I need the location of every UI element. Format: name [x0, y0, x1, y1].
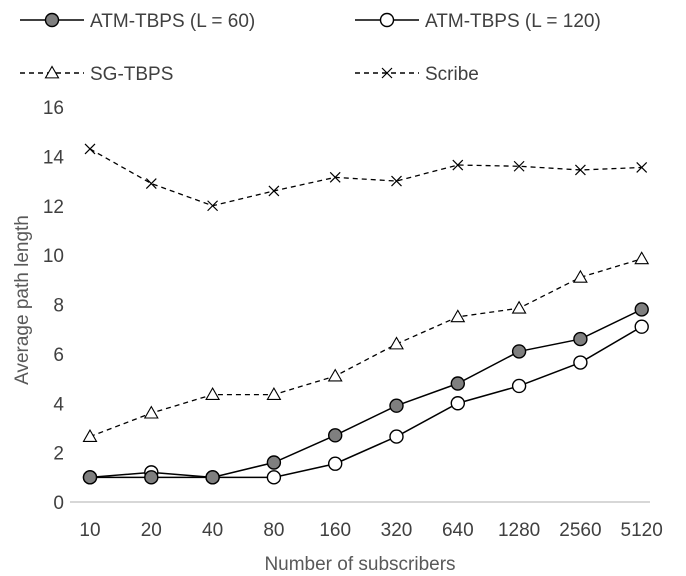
data-point-triangle	[205, 387, 221, 401]
data-point-cross	[381, 67, 393, 79]
x-tick-label: 20	[141, 520, 162, 541]
legend: ATM-TBPS (L = 60) ATM-TBPS (L = 120) SG-TB…	[20, 11, 601, 85]
data-point-cross	[329, 171, 341, 183]
data-point-filled-circle	[266, 455, 282, 470]
data-point-cross	[574, 164, 586, 176]
data-point-filled-circle	[205, 470, 220, 485]
x-axis: 10 20 40 80 160 320 640 1280 2560 5120	[70, 501, 663, 541]
data-point-cross	[207, 200, 219, 212]
x-tick-label: 10	[79, 520, 100, 541]
y-tick-label: 4	[53, 394, 64, 415]
data-point-open-circle	[634, 319, 649, 334]
legend-item: SG-TBPS	[20, 64, 173, 85]
data-point-open-circle	[389, 429, 404, 444]
y-tick-label: 6	[53, 345, 64, 366]
plot-area	[82, 143, 650, 485]
series-atm-tbps-l-60	[82, 302, 649, 485]
legend-item: ATM-TBPS (L = 120)	[355, 11, 601, 32]
data-point-triangle	[634, 251, 650, 265]
data-point-open-circle	[573, 355, 588, 370]
data-point-open-circle	[450, 396, 465, 411]
data-point-filled-circle	[389, 398, 404, 413]
data-point-filled-circle	[44, 12, 60, 28]
data-point-filled-circle	[144, 470, 159, 485]
data-point-cross	[84, 143, 96, 155]
series-atm-tbps-l-120	[82, 319, 649, 485]
y-tick-label: 0	[53, 493, 64, 514]
x-tick-label: 40	[202, 520, 223, 541]
data-point-triangle	[143, 405, 159, 419]
y-tick-label: 8	[53, 296, 64, 317]
x-tick-label: 160	[319, 520, 351, 541]
y-tick-label: 2	[53, 444, 64, 465]
data-point-open-circle	[266, 470, 282, 485]
series-line	[90, 308, 643, 479]
y-tick-label: 12	[43, 197, 64, 218]
legend-label: SG-TBPS	[90, 64, 173, 85]
data-point-cross	[513, 160, 525, 172]
x-tick-label: 5120	[621, 520, 663, 541]
data-point-open-circle	[328, 456, 343, 471]
x-tick-label: 80	[263, 520, 284, 541]
y-axis: 0 2 4 6 8 10 12 14 16	[43, 98, 65, 514]
data-point-filled-circle	[634, 302, 649, 317]
series-line	[89, 148, 642, 207]
legend-item: Scribe	[355, 64, 479, 85]
x-tick-label: 640	[442, 520, 474, 541]
y-tick-label: 16	[43, 98, 64, 119]
y-tick-label: 14	[43, 147, 65, 168]
series-scribe	[84, 143, 648, 212]
data-point-filled-circle	[573, 331, 588, 347]
data-point-cross	[145, 178, 157, 189]
data-point-open-circle	[511, 378, 527, 394]
x-tick-label: 1280	[498, 520, 540, 541]
data-point-cross	[391, 175, 402, 187]
data-point-cross	[636, 162, 648, 173]
data-point-triangle	[82, 428, 98, 443]
series-sg-tbps	[82, 251, 650, 443]
data-point-triangle	[266, 387, 282, 401]
data-point-triangle	[572, 269, 588, 283]
data-point-filled-circle	[511, 344, 527, 359]
series-line	[89, 258, 642, 438]
data-point-open-circle	[379, 12, 395, 28]
y-axis-title: Average path length	[12, 215, 33, 385]
data-point-triangle	[511, 300, 527, 314]
x-tick-label: 2560	[559, 520, 601, 541]
x-axis-title: Number of subscribers	[264, 554, 455, 575]
y-tick-label: 10	[43, 246, 64, 267]
legend-item: ATM-TBPS (L = 60)	[20, 11, 255, 32]
data-point-triangle	[44, 65, 60, 79]
legend-label: ATM-TBPS (L = 60)	[90, 11, 255, 32]
series-line	[89, 326, 643, 479]
data-point-cross	[452, 159, 464, 171]
data-point-triangle	[327, 368, 343, 382]
data-point-filled-circle	[328, 428, 343, 443]
data-point-triangle	[450, 309, 466, 323]
x-tick-label: 320	[381, 520, 413, 541]
legend-label: Scribe	[425, 64, 479, 85]
data-point-triangle	[389, 336, 404, 350]
data-point-cross	[268, 185, 280, 197]
data-point-filled-circle	[450, 376, 465, 391]
legend-label: ATM-TBPS (L = 120)	[425, 11, 601, 32]
data-point-filled-circle	[82, 470, 98, 485]
